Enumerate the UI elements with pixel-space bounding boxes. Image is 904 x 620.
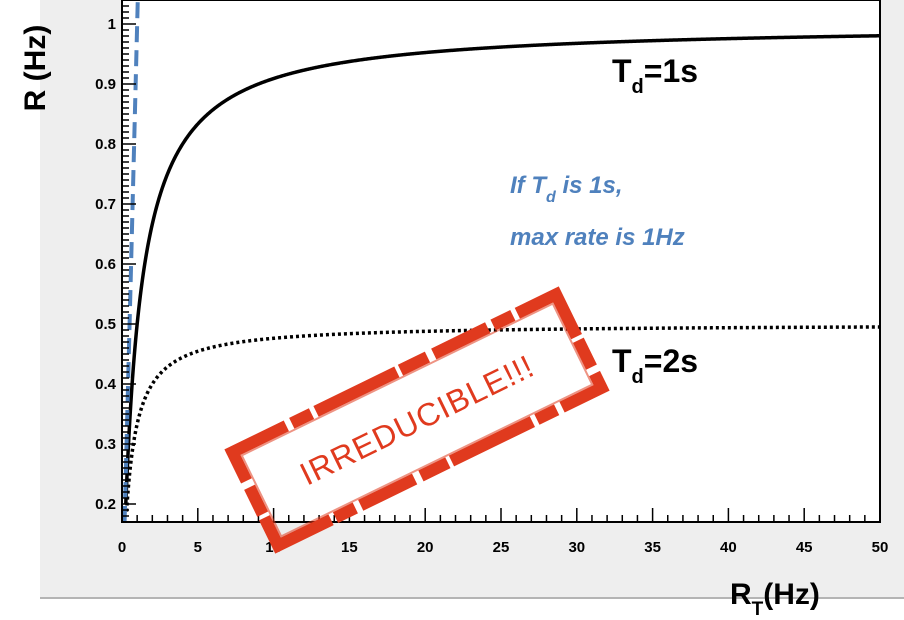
x-tick-label: 45	[796, 539, 813, 556]
series-line-0	[124, 34, 881, 505]
x-tick-label: 5	[194, 539, 202, 556]
y-axis-title: R (Hz)	[19, 25, 52, 112]
y-tick-label: 0.5	[95, 316, 116, 333]
x-axis-title-unit: (Hz)	[763, 578, 820, 611]
note-line-1: If Td is 1s,	[510, 172, 623, 206]
x-axis-title-sub: T	[752, 599, 764, 620]
y-tick-label: 0.8	[95, 136, 116, 153]
y-tick-label: 0.3	[95, 436, 116, 453]
y-tick-label: 0.9	[95, 76, 116, 93]
slide-bottom-rule	[40, 597, 904, 599]
x-tick-label: 15	[341, 539, 358, 556]
series-label-td-2s: Td=2s	[612, 343, 698, 388]
x-axis-title-main: R	[730, 578, 752, 611]
y-tick-label: 1	[108, 16, 116, 33]
x-tick-label: 35	[644, 539, 661, 556]
x-tick-label: 40	[720, 539, 737, 556]
x-tick-label: 0	[118, 539, 126, 556]
x-tick-label: 25	[493, 539, 510, 556]
note-line-2: max rate is 1Hz	[510, 224, 685, 251]
x-tick-label: 50	[872, 539, 889, 556]
x-axis-title: RT(Hz)	[730, 578, 820, 620]
stamp-border-outer	[224, 286, 610, 554]
y-tick-label: 0.6	[95, 256, 116, 273]
y-tick-label: 0.4	[95, 376, 117, 393]
y-tick-label: 0.2	[95, 496, 116, 513]
series-line-2	[122, 0, 140, 523]
plot-background	[122, 0, 880, 522]
series-label-td-1s: Td=1s	[612, 53, 698, 98]
x-tick-label: 20	[417, 539, 434, 556]
y-tick-label: 0.7	[95, 196, 116, 213]
series-line-1	[124, 325, 880, 512]
stamp-border-inner	[240, 302, 594, 538]
x-tick-label: 30	[568, 539, 585, 556]
